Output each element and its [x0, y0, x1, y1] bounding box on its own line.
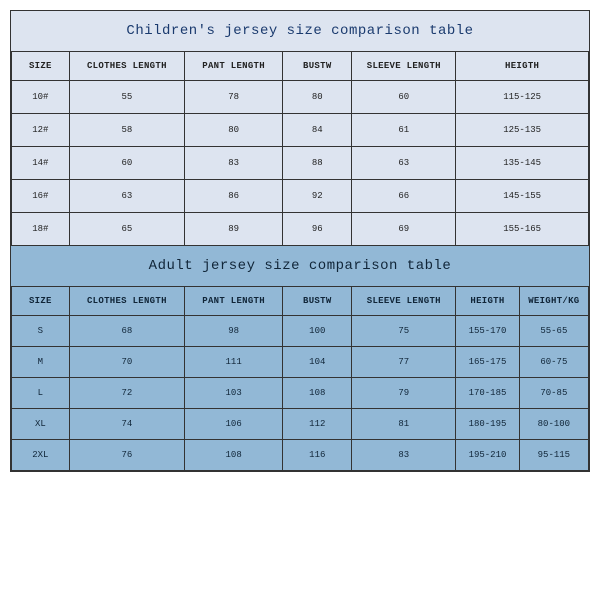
adult-table-title: Adult jersey size comparison table [11, 246, 589, 287]
table-cell: 58 [69, 114, 184, 147]
table-cell: 12# [12, 114, 70, 147]
table-cell: 77 [352, 347, 456, 378]
table-cell: 88 [283, 147, 352, 180]
table-cell: 66 [352, 180, 456, 213]
table-cell: 10# [12, 81, 70, 114]
table-cell: 69 [352, 213, 456, 246]
col-sleeve-length: SLEEVE LENGTH [352, 287, 456, 316]
table-row: 12#58808461125-135 [12, 114, 589, 147]
table-cell: 2XL [12, 440, 70, 471]
table-row: M7011110477165-17560-75 [12, 347, 589, 378]
table-cell: 80-100 [519, 409, 588, 440]
table-cell: 106 [185, 409, 283, 440]
table-cell: 100 [283, 316, 352, 347]
col-heigth: HEIGTH [456, 287, 519, 316]
table-cell: 104 [283, 347, 352, 378]
adult-header-row: SIZE CLOTHES LENGTH PANT LENGTH BUSTW SL… [12, 287, 589, 316]
table-cell: 145-155 [456, 180, 589, 213]
table-cell: 78 [185, 81, 283, 114]
table-cell: 92 [283, 180, 352, 213]
table-cell: 98 [185, 316, 283, 347]
table-cell: 170-185 [456, 378, 519, 409]
col-bustw: BUSTW [283, 52, 352, 81]
table-cell: 115-125 [456, 81, 589, 114]
table-cell: XL [12, 409, 70, 440]
table-cell: 180-195 [456, 409, 519, 440]
col-heigth: HEIGTH [456, 52, 589, 81]
table-cell: 89 [185, 213, 283, 246]
table-cell: 18# [12, 213, 70, 246]
table-cell: 14# [12, 147, 70, 180]
children-size-table: SIZE CLOTHES LENGTH PANT LENGTH BUSTW SL… [11, 52, 589, 246]
table-row: 2XL7610811683195-21095-115 [12, 440, 589, 471]
table-cell: 195-210 [456, 440, 519, 471]
table-cell: 55 [69, 81, 184, 114]
table-cell: 79 [352, 378, 456, 409]
table-cell: 108 [185, 440, 283, 471]
table-row: 10#55788060115-125 [12, 81, 589, 114]
table-cell: 135-145 [456, 147, 589, 180]
table-cell: 116 [283, 440, 352, 471]
table-cell: 83 [185, 147, 283, 180]
table-cell: 80 [283, 81, 352, 114]
table-cell: 61 [352, 114, 456, 147]
table-cell: 108 [283, 378, 352, 409]
col-size: SIZE [12, 287, 70, 316]
col-clothes-length: CLOTHES LENGTH [69, 287, 184, 316]
table-cell: 155-165 [456, 213, 589, 246]
table-cell: 111 [185, 347, 283, 378]
col-sleeve-length: SLEEVE LENGTH [352, 52, 456, 81]
table-cell: 96 [283, 213, 352, 246]
table-cell: 83 [352, 440, 456, 471]
table-cell: 125-135 [456, 114, 589, 147]
col-weight: WEIGHT/KG [519, 287, 588, 316]
table-cell: S [12, 316, 70, 347]
table-cell: L [12, 378, 70, 409]
size-chart-container: Children's jersey size comparison table … [10, 10, 590, 472]
children-header-row: SIZE CLOTHES LENGTH PANT LENGTH BUSTW SL… [12, 52, 589, 81]
col-bustw: BUSTW [283, 287, 352, 316]
table-cell: 60 [352, 81, 456, 114]
table-cell: 86 [185, 180, 283, 213]
table-cell: 81 [352, 409, 456, 440]
table-cell: 95-115 [519, 440, 588, 471]
table-cell: 70-85 [519, 378, 588, 409]
table-cell: 63 [352, 147, 456, 180]
col-pant-length: PANT LENGTH [185, 52, 283, 81]
table-row: 18#65899669155-165 [12, 213, 589, 246]
table-cell: 80 [185, 114, 283, 147]
table-cell: 60 [69, 147, 184, 180]
table-row: 16#63869266145-155 [12, 180, 589, 213]
adult-size-table: SIZE CLOTHES LENGTH PANT LENGTH BUSTW SL… [11, 287, 589, 471]
table-row: XL7410611281180-19580-100 [12, 409, 589, 440]
table-cell: 112 [283, 409, 352, 440]
col-clothes-length: CLOTHES LENGTH [69, 52, 184, 81]
table-cell: 165-175 [456, 347, 519, 378]
table-cell: 60-75 [519, 347, 588, 378]
table-cell: 70 [69, 347, 184, 378]
table-cell: 155-170 [456, 316, 519, 347]
table-cell: 84 [283, 114, 352, 147]
table-row: 14#60838863135-145 [12, 147, 589, 180]
table-cell: 74 [69, 409, 184, 440]
col-pant-length: PANT LENGTH [185, 287, 283, 316]
table-row: S689810075155-17055-65 [12, 316, 589, 347]
table-cell: M [12, 347, 70, 378]
table-cell: 72 [69, 378, 184, 409]
table-cell: 76 [69, 440, 184, 471]
children-table-title: Children's jersey size comparison table [11, 11, 589, 52]
table-cell: 55-65 [519, 316, 588, 347]
table-cell: 63 [69, 180, 184, 213]
table-cell: 75 [352, 316, 456, 347]
table-cell: 68 [69, 316, 184, 347]
table-cell: 65 [69, 213, 184, 246]
table-cell: 16# [12, 180, 70, 213]
table-cell: 103 [185, 378, 283, 409]
table-row: L7210310879170-18570-85 [12, 378, 589, 409]
col-size: SIZE [12, 52, 70, 81]
